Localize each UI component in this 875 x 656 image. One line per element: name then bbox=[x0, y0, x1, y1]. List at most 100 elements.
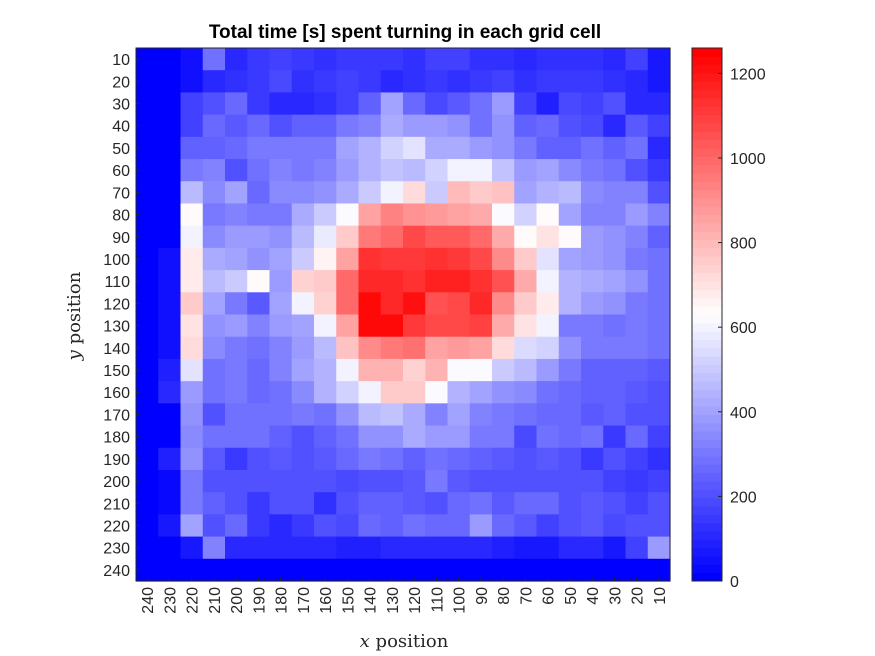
heatmap-cell bbox=[647, 92, 671, 116]
heatmap-cell bbox=[202, 181, 226, 205]
heatmap-cell bbox=[403, 114, 426, 138]
heatmap-cell bbox=[202, 225, 226, 249]
heatmap-cell bbox=[158, 358, 182, 382]
heatmap-cell bbox=[158, 403, 182, 427]
heatmap-cell bbox=[514, 358, 538, 382]
heatmap-cell bbox=[492, 381, 515, 404]
heatmap-cell bbox=[291, 469, 315, 493]
heatmap-cell bbox=[447, 336, 471, 360]
heatmap-cell bbox=[136, 181, 159, 205]
heatmap-cell bbox=[514, 70, 538, 94]
heatmap-cell bbox=[403, 225, 426, 249]
y-tick-label: 10 bbox=[112, 52, 130, 69]
heatmap-cell bbox=[380, 425, 404, 449]
heatmap-cell bbox=[558, 403, 582, 427]
heatmap-cell bbox=[314, 203, 337, 227]
heatmap-cell bbox=[291, 292, 315, 316]
heatmap-cell bbox=[314, 70, 337, 94]
heatmap-cell bbox=[447, 247, 471, 271]
heatmap-cell bbox=[202, 270, 226, 293]
heatmap-cell bbox=[158, 492, 182, 515]
heatmap-cell bbox=[403, 292, 426, 316]
heatmap-cell bbox=[202, 558, 226, 582]
heatmap-cell bbox=[603, 403, 627, 427]
heatmap-cell bbox=[291, 358, 315, 382]
heatmap-cell bbox=[225, 425, 248, 449]
heatmap-cell bbox=[425, 92, 449, 116]
heatmap-cell bbox=[647, 469, 671, 493]
heatmap-cell bbox=[136, 270, 159, 293]
heatmap-cell bbox=[269, 336, 293, 360]
heatmap-cell bbox=[469, 92, 493, 116]
heatmap-cell bbox=[158, 48, 182, 71]
colorbar-segment bbox=[692, 322, 722, 332]
heatmap-cell bbox=[492, 92, 515, 116]
heatmap-cell bbox=[380, 181, 404, 205]
heatmap-cell bbox=[269, 514, 293, 538]
heatmap-cell bbox=[247, 270, 271, 293]
heatmap-cell bbox=[358, 136, 382, 160]
heatmap-cell bbox=[581, 514, 604, 538]
heatmap-cell bbox=[180, 469, 204, 493]
heatmap-cell bbox=[380, 469, 404, 493]
heatmap-cell bbox=[492, 314, 515, 338]
heatmap-cell bbox=[558, 114, 582, 138]
heatmap-cell bbox=[625, 447, 649, 471]
heatmap-cell bbox=[647, 181, 671, 205]
heatmap-cell bbox=[247, 203, 271, 227]
colorbar-segment bbox=[692, 572, 722, 582]
heatmap-cell bbox=[447, 203, 471, 227]
heatmap-cell bbox=[380, 314, 404, 338]
heatmap-cell bbox=[358, 425, 382, 449]
heatmap-cell bbox=[247, 70, 271, 94]
heatmap-cell bbox=[158, 447, 182, 471]
heatmap-cell bbox=[403, 159, 426, 182]
heatmap-cell bbox=[269, 136, 293, 160]
heatmap-cell bbox=[180, 136, 204, 160]
heatmap-cell bbox=[558, 381, 582, 404]
heatmap-cell bbox=[536, 358, 560, 382]
heatmap-cell bbox=[380, 48, 404, 71]
heatmap-cell bbox=[358, 469, 382, 493]
heatmap-cell bbox=[625, 136, 649, 160]
heatmap-cell bbox=[603, 558, 627, 582]
heatmap-cell bbox=[336, 247, 360, 271]
heatmap-cell bbox=[514, 536, 538, 560]
heatmap-cell bbox=[180, 336, 204, 360]
colorbar-segment bbox=[692, 64, 722, 74]
x-tick-label: 60 bbox=[541, 587, 558, 605]
heatmap-cell bbox=[581, 181, 604, 205]
heatmap-cell bbox=[514, 48, 538, 71]
colorbar-segment bbox=[692, 381, 722, 390]
heatmap-cell bbox=[225, 292, 248, 316]
heatmap-cell bbox=[336, 314, 360, 338]
heatmap-cell bbox=[558, 92, 582, 116]
y-tick-label: 20 bbox=[112, 74, 130, 91]
heatmap-cell bbox=[536, 558, 560, 582]
x-tick-label: 40 bbox=[585, 587, 602, 605]
heatmap-cell bbox=[425, 114, 449, 138]
heatmap-cell bbox=[358, 381, 382, 404]
colorbar-segment bbox=[692, 197, 722, 207]
heatmap-cell bbox=[603, 225, 627, 249]
y-tick-label: 30 bbox=[112, 97, 130, 114]
heatmap-cell bbox=[625, 403, 649, 427]
heatmap-cell bbox=[603, 270, 627, 293]
colorbar-segment bbox=[692, 89, 722, 99]
x-tick-label: 210 bbox=[207, 587, 224, 614]
heatmap-cell bbox=[269, 536, 293, 560]
heatmap-cell bbox=[291, 181, 315, 205]
heatmap-cell bbox=[581, 70, 604, 94]
heatmap-cell bbox=[492, 292, 515, 316]
y-tick-label: 240 bbox=[103, 563, 130, 580]
heatmap-cell bbox=[136, 447, 159, 471]
heatmap-cell bbox=[336, 358, 360, 382]
heatmap-cell bbox=[225, 247, 248, 271]
heatmap-cell bbox=[514, 181, 538, 205]
heatmap-cell bbox=[291, 92, 315, 116]
heatmap-cell bbox=[492, 469, 515, 493]
heatmap-cell bbox=[380, 358, 404, 382]
heatmap-cell bbox=[380, 159, 404, 182]
heatmap-cell bbox=[447, 381, 471, 404]
heatmap-cell bbox=[291, 536, 315, 560]
